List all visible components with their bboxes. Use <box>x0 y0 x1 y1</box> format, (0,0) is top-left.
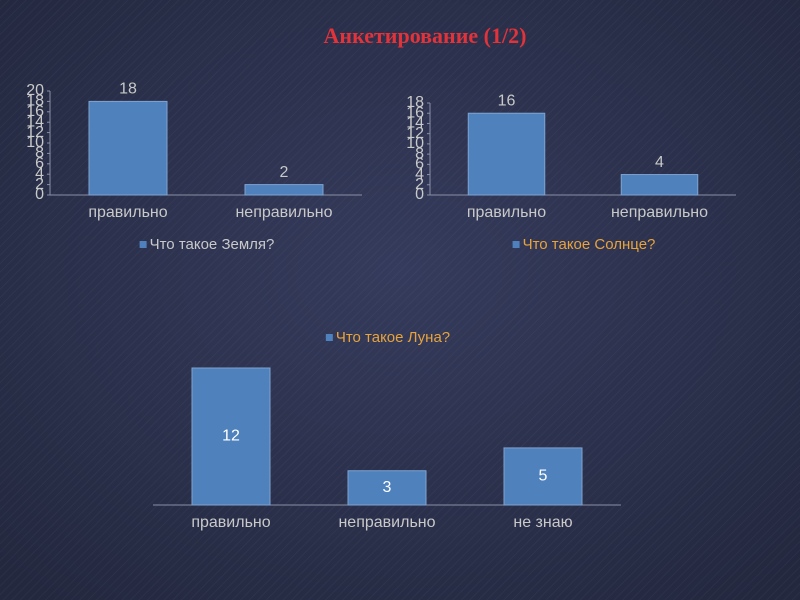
bar <box>620 174 699 196</box>
slide-title: Анкетирование (1/2) <box>324 23 527 48</box>
x-tick-label: не знаю <box>513 514 572 531</box>
value-label: 3 <box>383 479 392 496</box>
bar <box>503 447 583 506</box>
y-tick-label: 16 <box>26 103 44 120</box>
y-tick-label: 2 <box>35 176 44 193</box>
bar <box>347 470 427 506</box>
value-label: 2 <box>280 164 289 181</box>
x-tick-label: неправильно <box>338 514 435 531</box>
legend-label: Что такое Земля? <box>150 236 275 253</box>
y-tick-label: 18 <box>406 94 424 111</box>
x-tick-label: правильно <box>191 514 270 531</box>
y-tick-label: 8 <box>35 145 44 162</box>
value-label: 16 <box>498 92 516 109</box>
y-tick-label: 10 <box>26 134 44 151</box>
y-tick-label: 10 <box>406 135 424 152</box>
x-tick-label: правильно <box>88 204 167 221</box>
y-tick-label: 0 <box>415 186 424 203</box>
y-tick-label: 12 <box>26 124 44 141</box>
value-label: 4 <box>655 154 664 171</box>
bar <box>244 184 324 196</box>
x-tick-label: неправильно <box>611 204 708 221</box>
y-tick-label: 6 <box>415 156 424 173</box>
y-tick-label: 16 <box>406 104 424 121</box>
x-tick-label: правильно <box>467 204 546 221</box>
y-tick-label: 0 <box>35 186 44 203</box>
legend-label: Что такое Луна? <box>336 329 450 346</box>
bar <box>467 112 546 196</box>
y-tick-label: 2 <box>415 176 424 193</box>
legend-swatch <box>325 334 333 341</box>
value-label: 5 <box>539 468 548 485</box>
value-label: 18 <box>119 81 137 98</box>
y-tick-label: 8 <box>415 145 424 162</box>
bar <box>88 100 168 196</box>
value-label: 12 <box>222 428 240 445</box>
bar <box>191 367 271 506</box>
y-tick-label: 12 <box>406 125 424 142</box>
legend-label: Что такое Солнце? <box>523 236 656 253</box>
legend-swatch <box>512 241 520 248</box>
legend-swatch <box>139 241 147 248</box>
y-tick-label: 20 <box>26 82 44 99</box>
y-tick-label: 4 <box>35 165 44 182</box>
y-tick-label: 18 <box>26 93 44 110</box>
y-tick-label: 6 <box>35 155 44 172</box>
y-tick-label: 14 <box>26 113 44 130</box>
y-tick-label: 14 <box>406 115 424 132</box>
y-tick-label: 4 <box>415 166 424 183</box>
x-tick-label: неправильно <box>235 204 332 221</box>
